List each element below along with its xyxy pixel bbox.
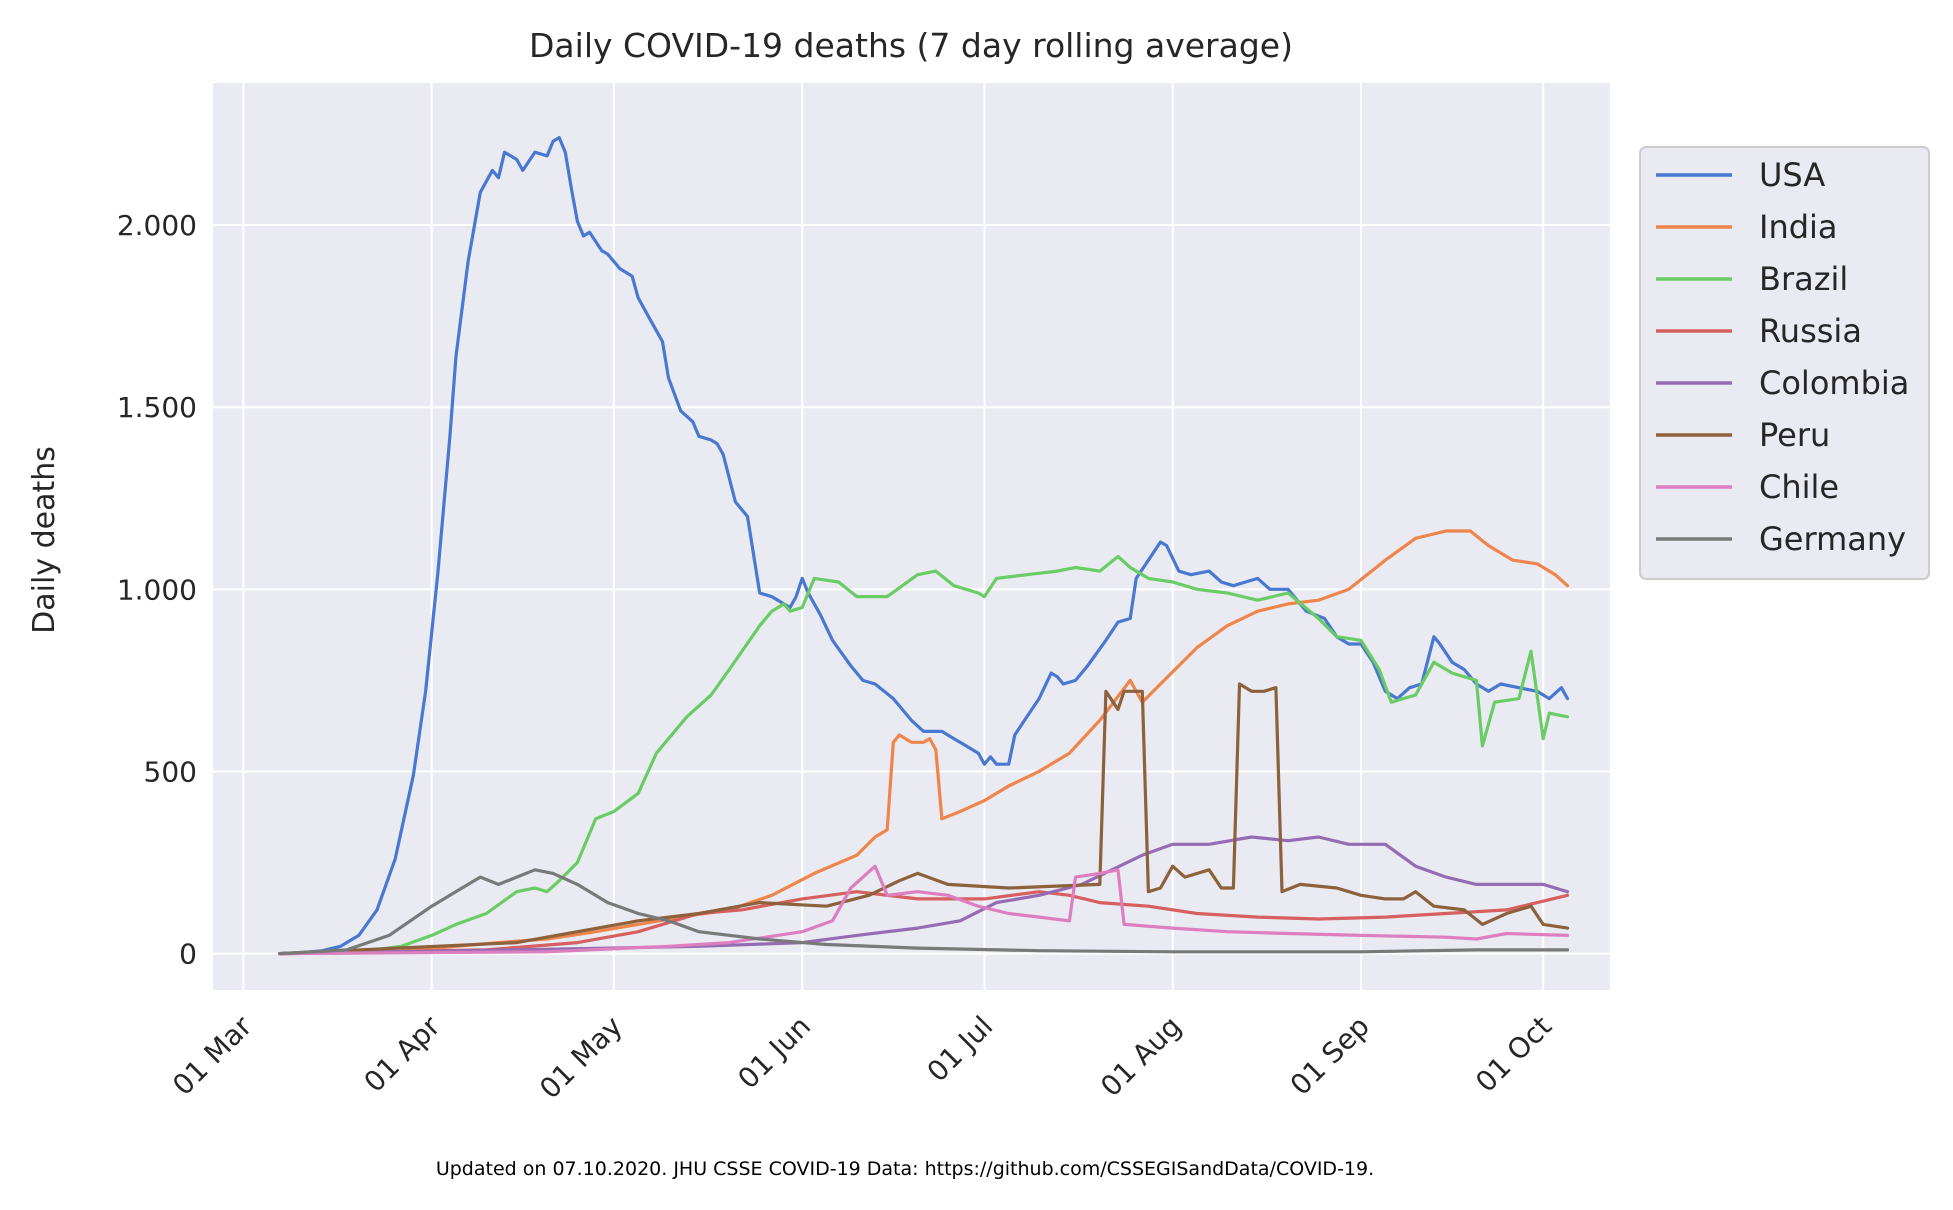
x-tick-label: 01 Jun [731,1010,817,1096]
legend-box [1639,146,1930,580]
legend-label-usa: USA [1759,156,1825,194]
y-tick-label: 1.500 [117,391,197,424]
plot-background [213,83,1610,990]
y-tick-label: 1.000 [117,573,197,606]
x-tick-label: 01 May [533,1010,629,1106]
series-line-peru [278,682,1570,956]
y-axis-label: Daily deaths [27,446,62,634]
x-tick-label: 01 Aug [1094,1010,1187,1103]
grid-lines [213,83,1610,990]
y-tick-labels: 0 500 1.000 1.500 2.000 [117,209,197,971]
series-line-germany [278,868,1570,956]
series-line-usa [278,136,1570,956]
x-tick-label: 01 Jul [921,1010,1000,1089]
legend-label-colombia: Colombia [1759,364,1909,402]
y-tick-label: 500 [144,755,197,788]
legend-label-russia: Russia [1759,312,1862,350]
y-tick-label: 2.000 [117,209,197,242]
x-tick-label: 01 Mar [166,1009,259,1102]
legend-label-peru: Peru [1759,416,1830,454]
series-line-brazil [278,554,1570,956]
chart-title: Daily COVID-19 deaths (7 day rolling ave… [529,26,1293,65]
x-tick-labels: 01 Mar 01 Apr 01 May 01 Jun 01 Jul 01 Aug 01 S… [166,1009,1558,1105]
x-tick-label: 01 Apr [358,1009,447,1098]
legend-label-germany: Germany [1759,520,1906,558]
x-tick-label: 01 Sep [1284,1010,1376,1102]
legend-label-india: India [1759,208,1838,246]
series-line-colombia [278,835,1570,956]
y-tick-label: 0 [179,938,197,971]
legend-label-brazil: Brazil [1759,260,1848,298]
series-line-russia [278,890,1570,956]
legend-label-chile: Chile [1759,468,1839,506]
x-tick-label: 01 Oct [1469,1010,1558,1099]
series-lines [278,136,1570,956]
legend: USA India Brazil Russia Colombia Peru Chile Ger… [1639,146,1930,580]
footnote: Updated on 07.10.2020. JHU CSSE COVID-19… [436,1158,1374,1180]
series-line-chile [278,864,1570,956]
